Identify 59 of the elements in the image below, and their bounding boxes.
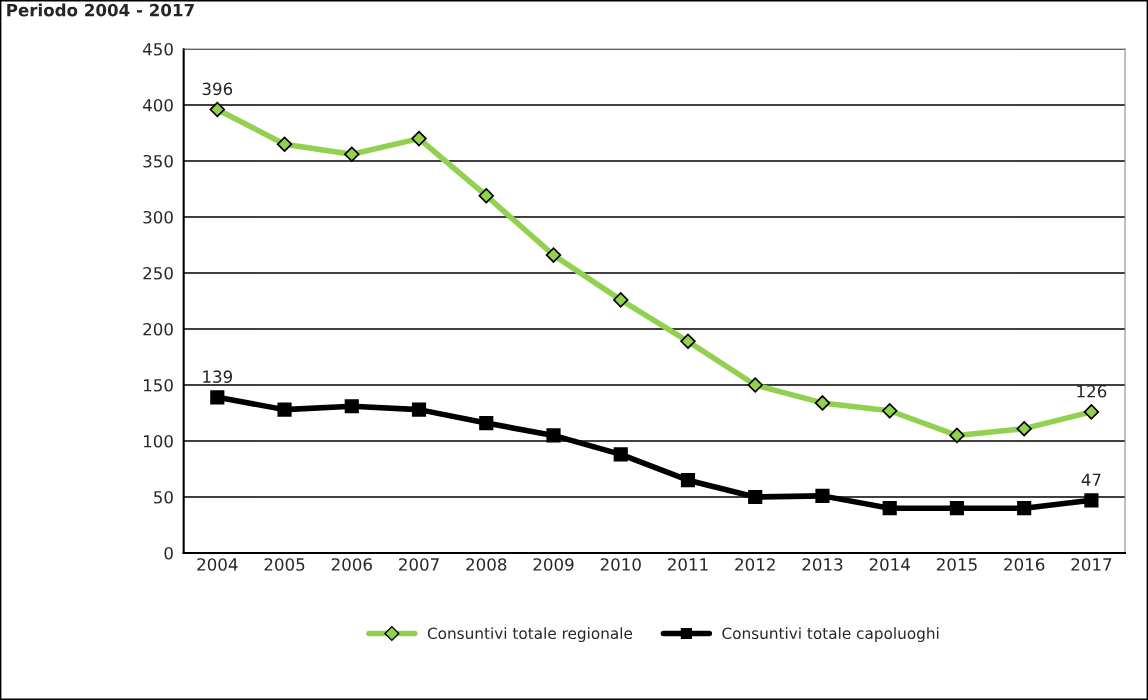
- x-tick-label: 2006: [331, 558, 372, 571]
- point: [949, 501, 965, 516]
- data-label: 396: [202, 82, 233, 96]
- point: [344, 146, 360, 162]
- y-tick-label: 350: [143, 154, 173, 168]
- x-tick-label: 2015: [936, 558, 977, 571]
- point: [949, 427, 965, 444]
- x-tick-label: 2008: [466, 558, 507, 571]
- point: [545, 247, 562, 263]
- point: [277, 402, 292, 417]
- point: [882, 501, 897, 516]
- legend-label: Consuntivi totale regionale: [427, 627, 633, 643]
- point: [814, 395, 831, 411]
- point: [1084, 493, 1099, 508]
- y-tick-label: 150: [143, 378, 173, 392]
- y-tick-label: 450: [142, 42, 173, 56]
- y-tick-label: 400: [142, 98, 173, 112]
- x-tick-label: 2009: [533, 558, 574, 571]
- point: [613, 292, 629, 308]
- point: [881, 403, 898, 419]
- y-tick-label: 100: [143, 434, 173, 448]
- x-tick-label: 2011: [667, 558, 708, 571]
- point: [748, 489, 763, 505]
- x-tick-label: 2004: [197, 558, 238, 571]
- y-tick-label: 300: [143, 210, 173, 224]
- point: [546, 428, 561, 443]
- point: [276, 136, 293, 152]
- y-tick-label: 0: [164, 546, 173, 560]
- legend-label: Consuntivi totale capoluoghi: [722, 627, 939, 643]
- x-tick-label: 2014: [869, 558, 910, 571]
- y-tick-label: 200: [143, 322, 173, 336]
- x-tick-label: 2013: [802, 558, 843, 571]
- chart-title: Periodo 2004 - 2017: [7, 3, 194, 17]
- x-tick-label: 2005: [264, 558, 305, 571]
- data-label: 47: [1081, 473, 1101, 486]
- point: [1016, 420, 1032, 437]
- point: [680, 473, 696, 488]
- point: [1083, 404, 1100, 420]
- data-label: 139: [203, 370, 233, 383]
- point: [209, 101, 226, 118]
- data-label: 126: [1077, 384, 1107, 398]
- point: [411, 402, 427, 417]
- x-tick-label: 2007: [399, 558, 439, 571]
- point: [1017, 501, 1032, 516]
- point: [210, 390, 225, 405]
- point: [680, 333, 696, 350]
- point: [815, 488, 830, 503]
- y-tick-label: 50: [154, 490, 173, 504]
- point: [344, 399, 359, 414]
- x-tick-label: 2017: [1071, 558, 1112, 571]
- point: [411, 130, 427, 147]
- point: [747, 377, 763, 393]
- x-tick-label: 2012: [735, 558, 775, 571]
- y-tick-label: 250: [143, 266, 173, 280]
- point: [479, 415, 494, 431]
- x-tick-label: 2016: [1004, 558, 1045, 571]
- point: [613, 447, 628, 462]
- x-tick-label: 2010: [600, 558, 641, 571]
- point: [478, 188, 494, 204]
